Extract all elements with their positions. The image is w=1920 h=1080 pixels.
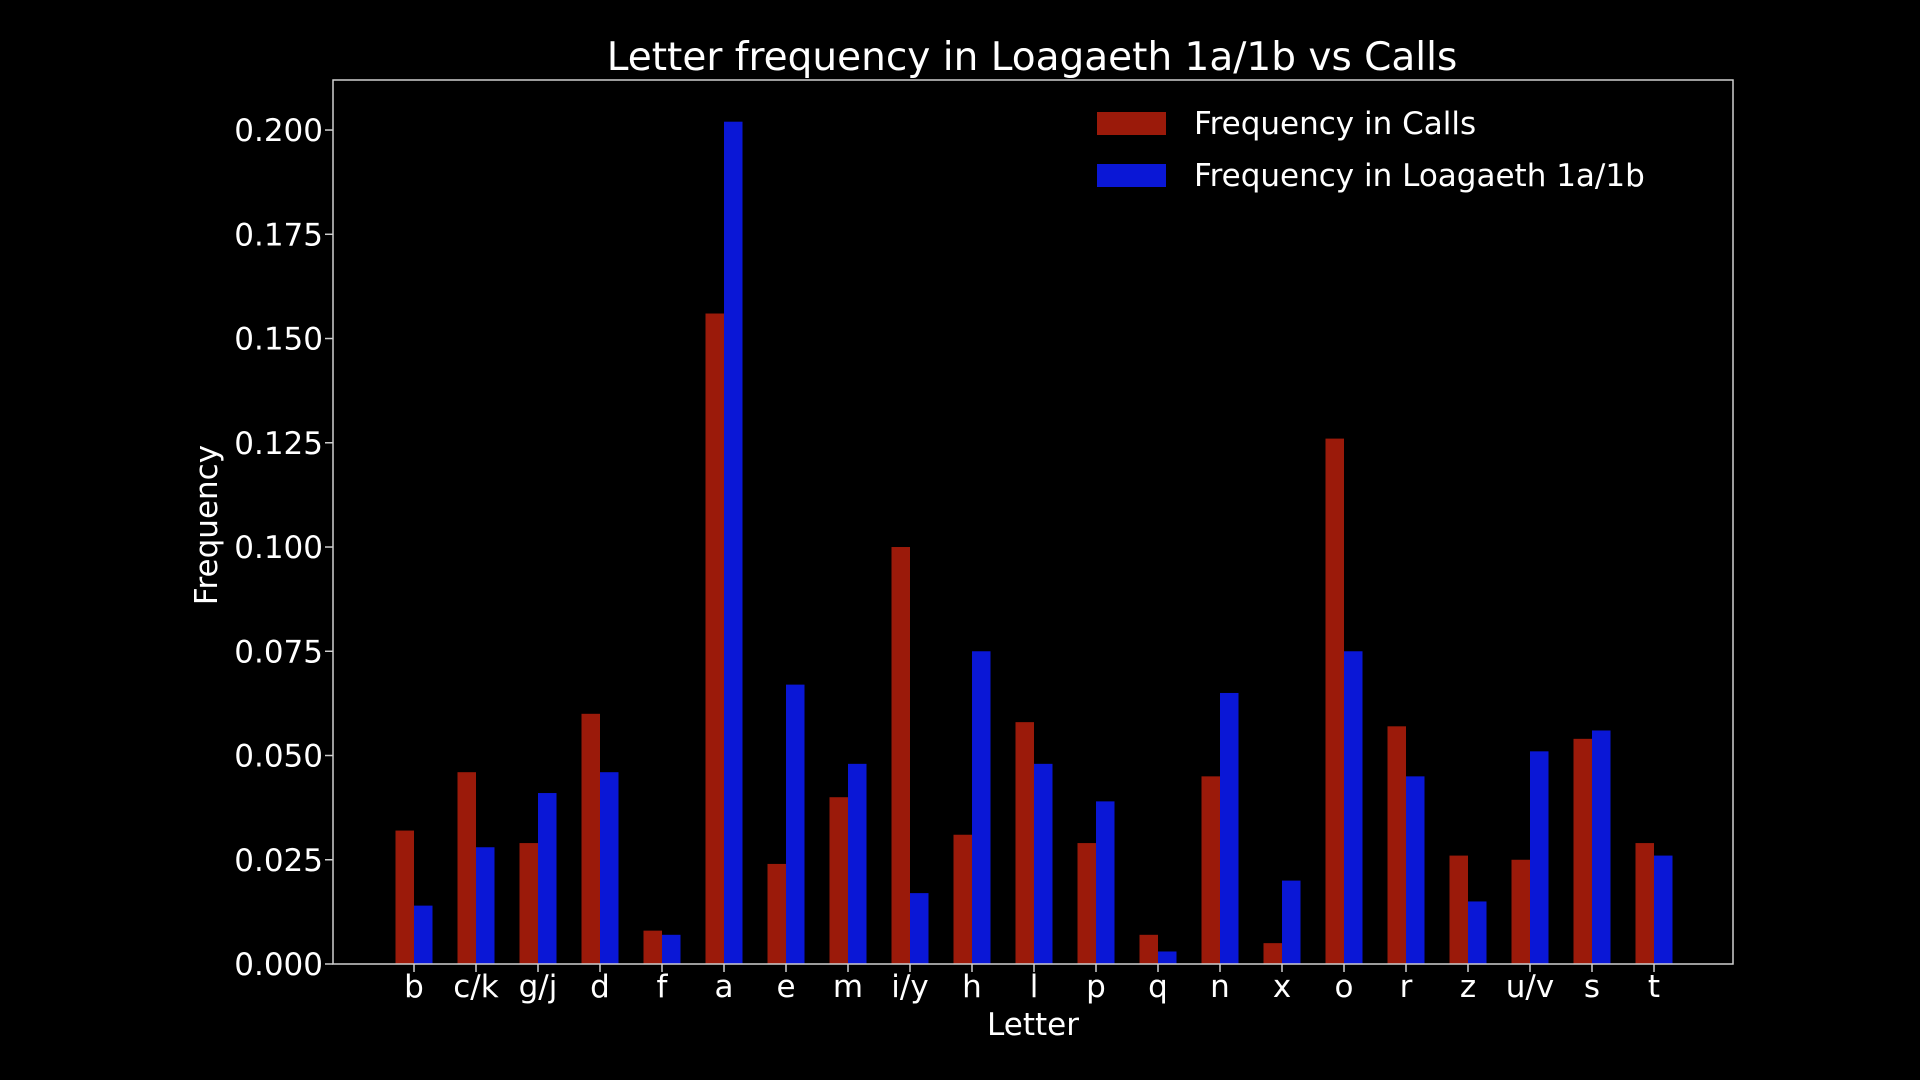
bar-calls-b xyxy=(395,830,414,964)
bar-calls-e xyxy=(767,863,786,964)
y-tick-label: 0.200 xyxy=(234,113,323,149)
x-tick-label: a xyxy=(715,969,734,1005)
y-axis: 0.000 0.025 0.050 0.075 0.100 0.125 0.150 0.175… xyxy=(234,113,333,983)
bar-calls-m xyxy=(829,797,848,964)
bar-calls-l xyxy=(1015,722,1034,964)
legend-label-calls: Frequency in Calls xyxy=(1194,106,1476,142)
bar-calls-h xyxy=(953,834,972,964)
legend-swatch-calls xyxy=(1097,112,1166,135)
y-tick-label: 0.075 xyxy=(234,634,323,670)
bars-group xyxy=(395,121,1673,965)
bar-loagaeth-p xyxy=(1096,801,1115,964)
x-tick-label: u/v xyxy=(1506,969,1554,1005)
x-tick-label: t xyxy=(1648,969,1660,1005)
bar-loagaeth-b xyxy=(414,905,433,964)
bar-loagaeth-l xyxy=(1034,763,1053,964)
bar-calls-z xyxy=(1449,855,1468,964)
bar-calls-d xyxy=(581,713,600,964)
bar-loagaeth-c-k xyxy=(476,847,495,964)
bar-calls-c-k xyxy=(457,772,476,964)
bar-loagaeth-z xyxy=(1468,901,1487,964)
x-tick-label: z xyxy=(1460,969,1476,1005)
bar-loagaeth-o xyxy=(1344,651,1363,964)
bar-calls-x xyxy=(1263,943,1282,964)
bar-calls-r xyxy=(1387,726,1406,964)
bar-loagaeth-t xyxy=(1654,855,1673,964)
bar-loagaeth-d xyxy=(600,772,619,964)
y-tick-label: 0.175 xyxy=(234,217,323,253)
x-tick-label: e xyxy=(776,969,795,1005)
legend-swatch-loagaeth xyxy=(1097,164,1166,187)
chart-title: Letter frequency in Loagaeth 1a/1b vs Ca… xyxy=(607,35,1458,80)
x-tick-label: i/y xyxy=(891,969,928,1005)
bar-loagaeth-f xyxy=(662,934,681,964)
bar-loagaeth-g-j xyxy=(538,793,557,964)
y-tick-label: 0.050 xyxy=(234,739,323,775)
bar-calls-u-v xyxy=(1511,859,1530,964)
legend: Frequency in Calls Frequency in Loagaeth … xyxy=(1097,106,1645,194)
bar-calls-t xyxy=(1635,843,1654,964)
x-tick-label: b xyxy=(404,969,424,1005)
y-axis-label: Frequency xyxy=(189,445,225,605)
bar-loagaeth-i-y xyxy=(910,893,929,964)
bar-loagaeth-m xyxy=(848,763,867,964)
x-tick-label: q xyxy=(1148,969,1168,1005)
y-tick-label: 0.000 xyxy=(234,947,323,983)
legend-label-loagaeth: Frequency in Loagaeth 1a/1b xyxy=(1194,158,1645,194)
plot-frame xyxy=(332,79,1734,965)
x-tick-label: g/j xyxy=(519,969,558,1005)
bar-calls-o xyxy=(1325,438,1344,964)
x-tick-label: p xyxy=(1086,969,1106,1005)
bar-calls-q xyxy=(1139,934,1158,964)
x-axis-label: Letter xyxy=(987,1007,1079,1043)
bar-loagaeth-e xyxy=(786,684,805,964)
bar-calls-g-j xyxy=(519,843,538,964)
x-tick-label: x xyxy=(1273,969,1291,1005)
x-tick-label: m xyxy=(833,969,863,1005)
x-tick-label: s xyxy=(1584,969,1600,1005)
bar-loagaeth-r xyxy=(1406,776,1425,964)
x-tick-label: o xyxy=(1335,969,1354,1005)
bar-loagaeth-h xyxy=(972,651,991,964)
y-tick-label: 0.100 xyxy=(234,530,323,566)
bar-loagaeth-x xyxy=(1282,880,1301,964)
y-tick-label: 0.125 xyxy=(234,426,323,462)
x-tick-label: l xyxy=(1030,969,1039,1005)
x-tick-label: r xyxy=(1400,969,1413,1005)
bar-calls-p xyxy=(1077,843,1096,964)
x-tick-label: n xyxy=(1210,969,1230,1005)
bar-calls-s xyxy=(1573,738,1592,964)
bar-loagaeth-s xyxy=(1592,730,1611,964)
y-tick-label: 0.025 xyxy=(234,843,323,879)
bar-loagaeth-q xyxy=(1158,951,1177,964)
bar-loagaeth-a xyxy=(724,121,743,964)
bar-calls-f xyxy=(643,930,662,964)
bar-calls-i-y xyxy=(891,547,910,964)
x-tick-label: c/k xyxy=(453,969,498,1005)
bar-loagaeth-n xyxy=(1220,692,1239,964)
x-axis: b c/k g/j d f a e m i/y h l p q n x o r z u/v s t xyxy=(404,964,1660,1005)
bar-calls-a xyxy=(705,313,724,965)
bar-loagaeth-u-v xyxy=(1530,751,1549,964)
x-tick-label: d xyxy=(590,969,610,1005)
bar-calls-n xyxy=(1201,776,1220,964)
x-tick-label: f xyxy=(657,969,669,1005)
y-tick-label: 0.150 xyxy=(234,322,323,358)
x-tick-label: h xyxy=(962,969,982,1005)
